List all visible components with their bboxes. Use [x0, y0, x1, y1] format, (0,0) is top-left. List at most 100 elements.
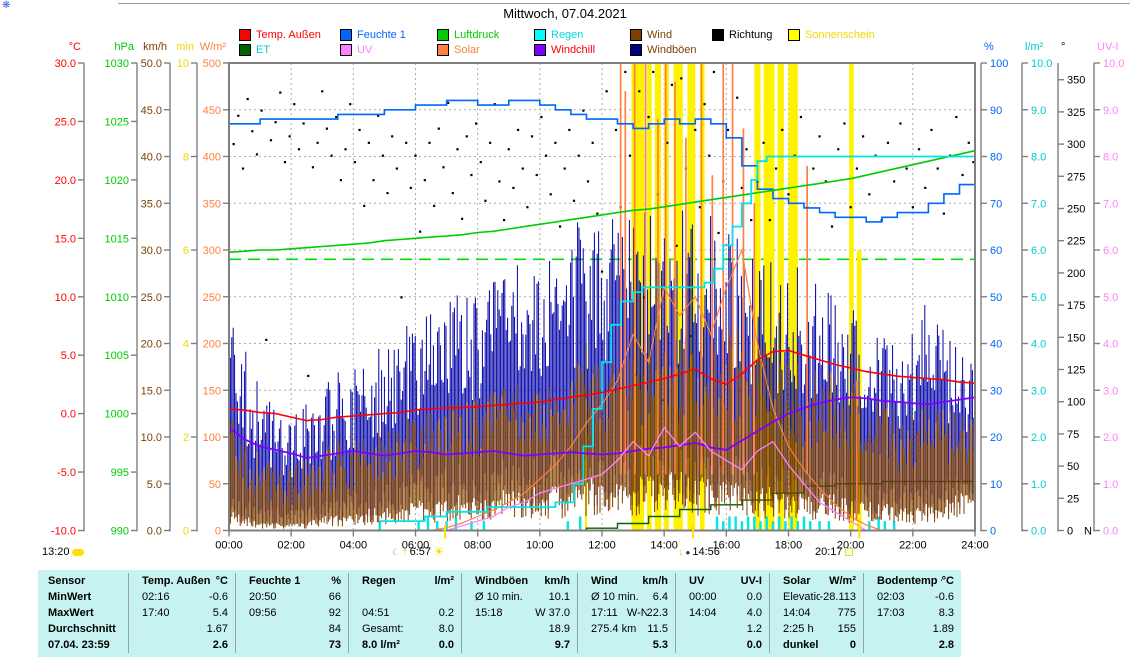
svg-text:1025: 1025 [105, 116, 129, 128]
svg-text:1020: 1020 [105, 175, 129, 187]
legend-item-temp-au-en: Temp. Außen [239, 29, 321, 41]
svg-text:1015: 1015 [105, 233, 129, 245]
table-cell: 84 [235, 621, 348, 637]
legend-swatch-icon [437, 44, 449, 56]
table-cell: 0.0 [675, 637, 769, 653]
legend-label: Temp. Außen [256, 29, 321, 41]
legend-label: Wind [647, 29, 673, 41]
sunrise-time: 6:57 [409, 546, 431, 558]
legend-swatch-icon [630, 29, 642, 41]
table-cell: Regen l/m² [348, 573, 461, 589]
legend-item-wind: Wind [630, 29, 672, 41]
table-cell: dunkel 0 [769, 637, 863, 653]
column-unit: W/m² [829, 575, 856, 587]
svg-text:2.0: 2.0 [1103, 432, 1118, 444]
legend-item-sonnenschein: Sonnenschein [788, 29, 875, 41]
column-name: UV [689, 575, 705, 587]
svg-text:10.0: 10.0 [1031, 58, 1052, 70]
table-cell: Solar W/m² [769, 573, 863, 589]
svg-text:8.0: 8.0 [1031, 152, 1046, 164]
svg-text:0: 0 [183, 526, 189, 538]
legend-swatch-icon [239, 29, 251, 41]
svg-text:3.0: 3.0 [1031, 385, 1046, 397]
cell-text [129, 621, 207, 637]
column-name: Temp. Außen [142, 575, 211, 587]
svg-text:30.0: 30.0 [141, 245, 162, 257]
table-cell: Windböen km/h [461, 573, 577, 589]
svg-text:100: 100 [1067, 397, 1085, 409]
svg-text:90: 90 [990, 105, 1002, 117]
cell-text: 14:04 [783, 607, 811, 619]
cell-text [676, 637, 747, 653]
svg-text:9.0: 9.0 [1103, 105, 1118, 117]
day-length-annotation: 13:20 [42, 546, 84, 558]
svg-text:5.0: 5.0 [61, 350, 76, 362]
table-cell: Gesamt: 8.0 [348, 621, 461, 637]
cell-text: 04:51 [362, 607, 390, 619]
svg-text:4.0: 4.0 [1031, 339, 1046, 351]
cell-value: 9.7 [554, 639, 570, 651]
legend-label: ET [256, 44, 271, 56]
svg-text:75: 75 [1067, 429, 1079, 441]
svg-text:08:00: 08:00 [464, 540, 492, 552]
svg-text:°: ° [1061, 41, 1065, 53]
svg-text:100: 100 [990, 58, 1008, 70]
table-cell: 9.7 [461, 637, 577, 653]
cell-text [578, 637, 653, 653]
svg-text:24:00: 24:00 [961, 540, 989, 552]
sun-icon [71, 548, 84, 556]
svg-text:-5.0: -5.0 [57, 467, 76, 479]
table-cell: 8.0 l/m² 0.0 [348, 637, 461, 653]
svg-text:200: 200 [203, 339, 221, 351]
cell-value: -0.6 [935, 591, 954, 603]
cell-value: 0 [849, 639, 856, 651]
svg-text:1010: 1010 [105, 292, 129, 304]
svg-text:7.0: 7.0 [1103, 198, 1118, 210]
cell-text: 14:04 [689, 607, 717, 619]
table-cell [348, 589, 461, 605]
column-unit: km/h [642, 575, 668, 587]
cell-text: Elevation [783, 591, 820, 603]
legend-item-windchill: Windchill [534, 44, 595, 56]
cell-value: 0.0 [746, 639, 762, 651]
cell-text [864, 637, 939, 653]
legend-item-windb-en: Windböen [630, 44, 697, 56]
sunset-marker-icon [844, 548, 853, 556]
legend-label: Windböen [647, 44, 697, 56]
table-cell: 17:03 8.3 [863, 605, 961, 621]
table-cell: 1.89 [863, 621, 961, 637]
table-cell: 20:50 66 [235, 589, 348, 605]
column-unit: l/m² [434, 575, 454, 587]
svg-text:250: 250 [1067, 204, 1085, 216]
table-cell: Ø 10 min. 6.4 [577, 589, 675, 605]
cell-value: 92 [328, 607, 341, 619]
table-row: MinWert 02:16 -0.6 20:50 66 Ø 10 min. 10.1 Ø 10… [38, 589, 961, 605]
legend-item-luftdruck: Luftdruck [437, 29, 499, 41]
svg-text:350: 350 [203, 198, 221, 210]
table-cell: 02:03 -0.6 [863, 589, 961, 605]
svg-text:35.0: 35.0 [141, 198, 162, 210]
legend-swatch-icon [630, 44, 642, 56]
table-cell: 1.2 [675, 621, 769, 637]
svg-text:50: 50 [209, 479, 221, 491]
svg-text:1.0: 1.0 [1031, 479, 1046, 491]
svg-text:10.0: 10.0 [1103, 58, 1124, 70]
svg-text:l/m²: l/m² [1025, 41, 1044, 53]
legend-label: UV [357, 44, 373, 56]
svg-text:0.0: 0.0 [147, 526, 162, 538]
svg-text:20.0: 20.0 [141, 339, 162, 351]
svg-text:2: 2 [183, 432, 189, 444]
table-cell: 04:51 0.2 [348, 605, 461, 621]
cell-value: 2.8 [938, 639, 954, 651]
legend-swatch-icon [534, 29, 546, 41]
svg-text:15.0: 15.0 [55, 233, 76, 245]
window-divider [118, 3, 1130, 4]
table-cell: Elevation-28.113 [769, 589, 863, 605]
cell-text [864, 621, 933, 637]
column-name: Regen [362, 575, 396, 587]
cell-text [676, 621, 747, 637]
svg-text:300: 300 [203, 245, 221, 257]
svg-text:18:00: 18:00 [775, 540, 803, 552]
svg-text:50.0: 50.0 [141, 58, 162, 70]
svg-text:250: 250 [203, 292, 221, 304]
